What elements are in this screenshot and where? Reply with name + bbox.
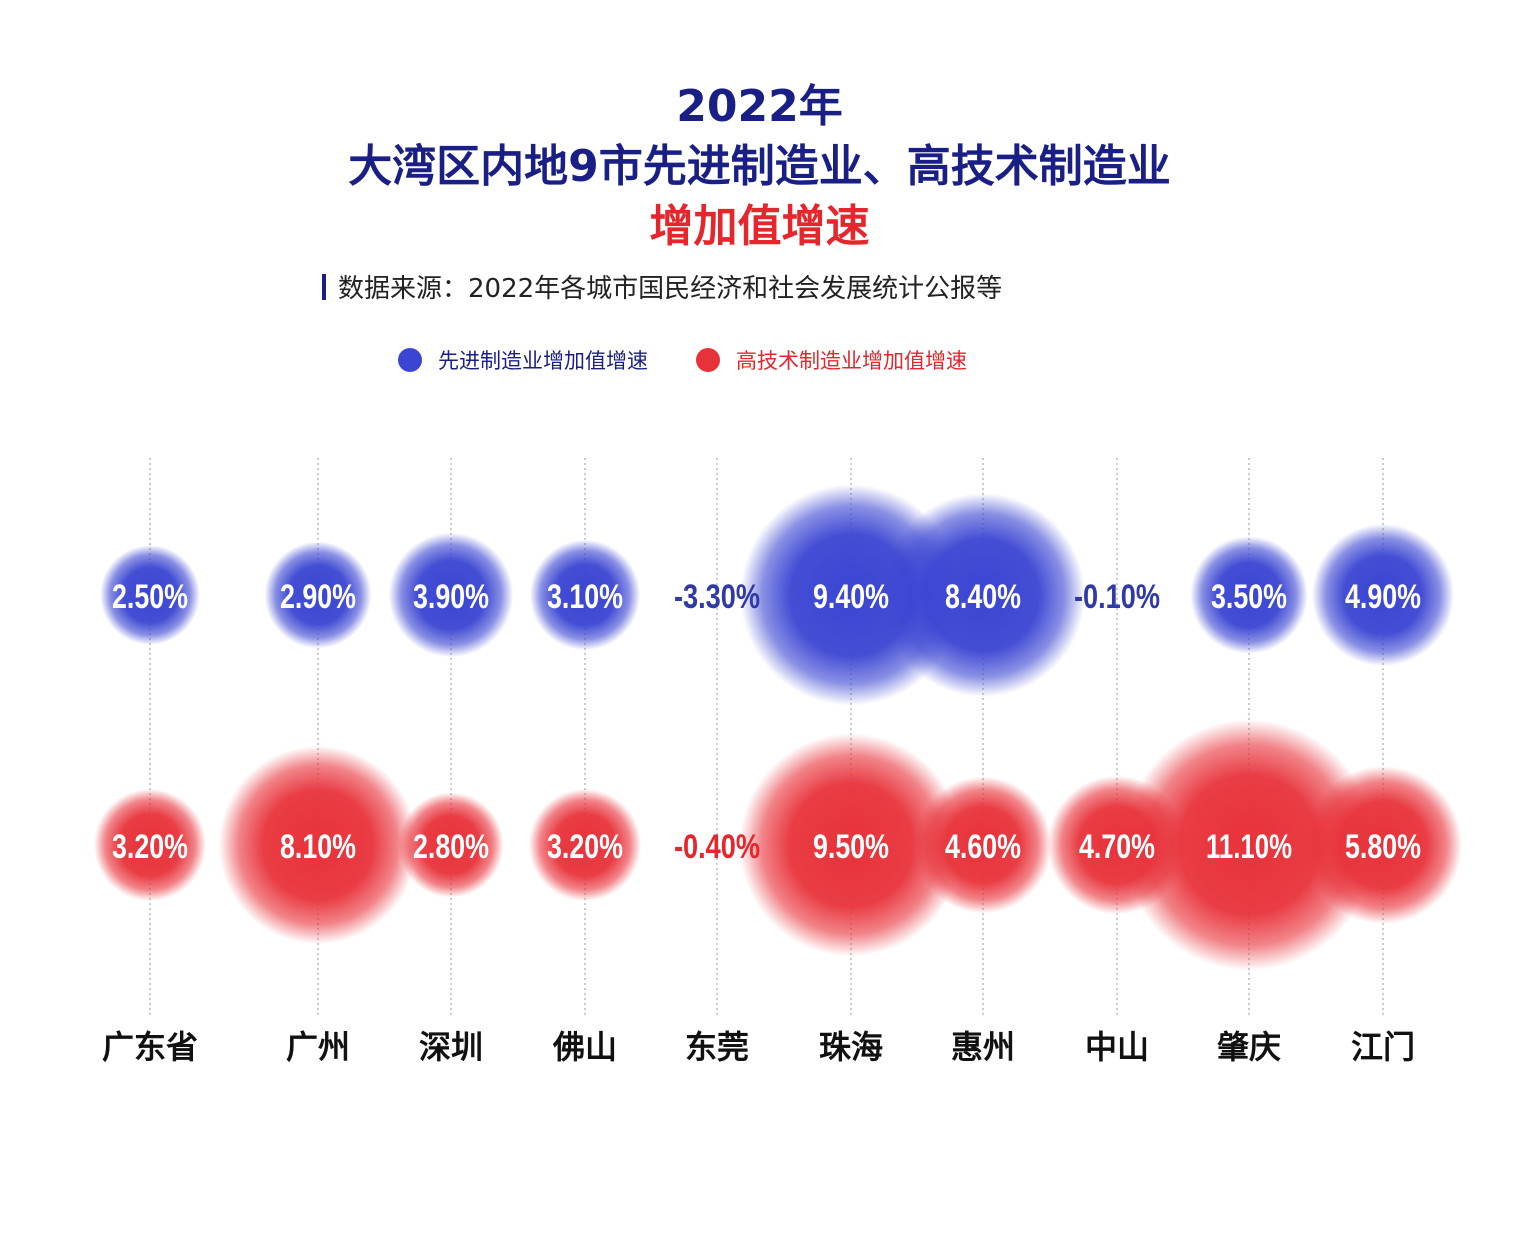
advanced-bubble-1 bbox=[264, 541, 372, 649]
hightech-bubble-1 bbox=[218, 745, 418, 945]
category-label-1: 广州 bbox=[286, 1028, 350, 1066]
advanced-value-label-3: 3.10% bbox=[547, 578, 623, 616]
legend-dot-advanced bbox=[398, 348, 422, 372]
title-main: 大湾区内地9市先进制造业、高技术制造业 bbox=[348, 141, 1171, 192]
source-marker bbox=[322, 273, 326, 300]
hightech-bubble-6 bbox=[914, 776, 1052, 914]
hightech-value-label-8: 11.10% bbox=[1206, 828, 1292, 866]
advanced-value-label-7: -0.10% bbox=[1074, 578, 1160, 616]
category-label-5: 珠海 bbox=[819, 1028, 883, 1066]
advanced-value-label-5: 9.40% bbox=[813, 578, 889, 616]
legend-item-advanced: 先进制造业增加值增速 bbox=[398, 345, 648, 375]
legend: 先进制造业增加值增速 高技术制造业增加值增速 bbox=[398, 345, 1015, 375]
hightech-value-label-3: 3.20% bbox=[547, 828, 623, 866]
data-source: 数据来源：2022年各城市国民经济和社会发展统计公报等 bbox=[322, 268, 1002, 305]
hightech-value-label-5: 9.50% bbox=[813, 828, 889, 866]
category-label-7: 中山 bbox=[1085, 1028, 1149, 1066]
category-label-0: 广东省 bbox=[102, 1028, 198, 1066]
advanced-value-label-1: 2.90% bbox=[280, 578, 356, 616]
category-label-9: 江门 bbox=[1351, 1028, 1415, 1066]
category-label-6: 惠州 bbox=[951, 1028, 1015, 1066]
hightech-value-label-4: -0.40% bbox=[674, 828, 760, 866]
hightech-bubble-2 bbox=[398, 792, 504, 898]
hightech-value-label-7: 4.70% bbox=[1079, 828, 1155, 866]
category-label-2: 深圳 bbox=[419, 1028, 483, 1066]
advanced-value-label-9: 4.90% bbox=[1345, 578, 1421, 616]
title-subtitle: 增加值增速 bbox=[649, 201, 870, 252]
advanced-bubble-2 bbox=[388, 532, 514, 658]
legend-item-hightech: 高技术制造业增加值增速 bbox=[696, 345, 967, 375]
advanced-bubble-8 bbox=[1190, 536, 1308, 654]
advanced-value-label-2: 3.90% bbox=[413, 578, 489, 616]
hightech-value-label-0: 3.20% bbox=[112, 828, 188, 866]
advanced-bubble-3 bbox=[529, 539, 641, 651]
legend-dot-hightech bbox=[696, 348, 720, 372]
hightech-bubble-5 bbox=[739, 733, 963, 957]
hightech-bubble-3 bbox=[528, 788, 642, 902]
advanced-value-label-6: 8.40% bbox=[945, 578, 1021, 616]
hightech-bubble-8 bbox=[1123, 719, 1375, 971]
hightech-bubble-9 bbox=[1303, 765, 1463, 925]
source-text: 数据来源：2022年各城市国民经济和社会发展统计公报等 bbox=[338, 274, 1003, 304]
advanced-bubble-0 bbox=[100, 545, 200, 645]
hightech-value-label-9: 5.80% bbox=[1345, 828, 1421, 866]
hightech-value-label-6: 4.60% bbox=[945, 828, 1021, 866]
legend-label-hightech: 高技术制造业增加值增速 bbox=[736, 349, 967, 373]
title-year: 2022年 bbox=[676, 81, 843, 132]
hightech-value-label-1: 8.10% bbox=[280, 828, 356, 866]
advanced-value-label-0: 2.50% bbox=[112, 578, 188, 616]
advanced-value-label-4: -3.30% bbox=[674, 578, 760, 616]
category-label-4: 东莞 bbox=[685, 1028, 749, 1066]
hightech-bubble-0 bbox=[93, 788, 207, 902]
legend-label-advanced: 先进制造业增加值增速 bbox=[438, 349, 648, 373]
category-label-8: 肇庆 bbox=[1217, 1028, 1281, 1066]
category-label-3: 佛山 bbox=[552, 1028, 617, 1066]
advanced-bubble-9 bbox=[1311, 523, 1455, 667]
hightech-bubble-7 bbox=[1047, 775, 1187, 915]
hightech-value-label-2: 2.80% bbox=[413, 828, 489, 866]
advanced-value-label-8: 3.50% bbox=[1211, 578, 1287, 616]
advanced-bubble-6 bbox=[881, 493, 1085, 697]
